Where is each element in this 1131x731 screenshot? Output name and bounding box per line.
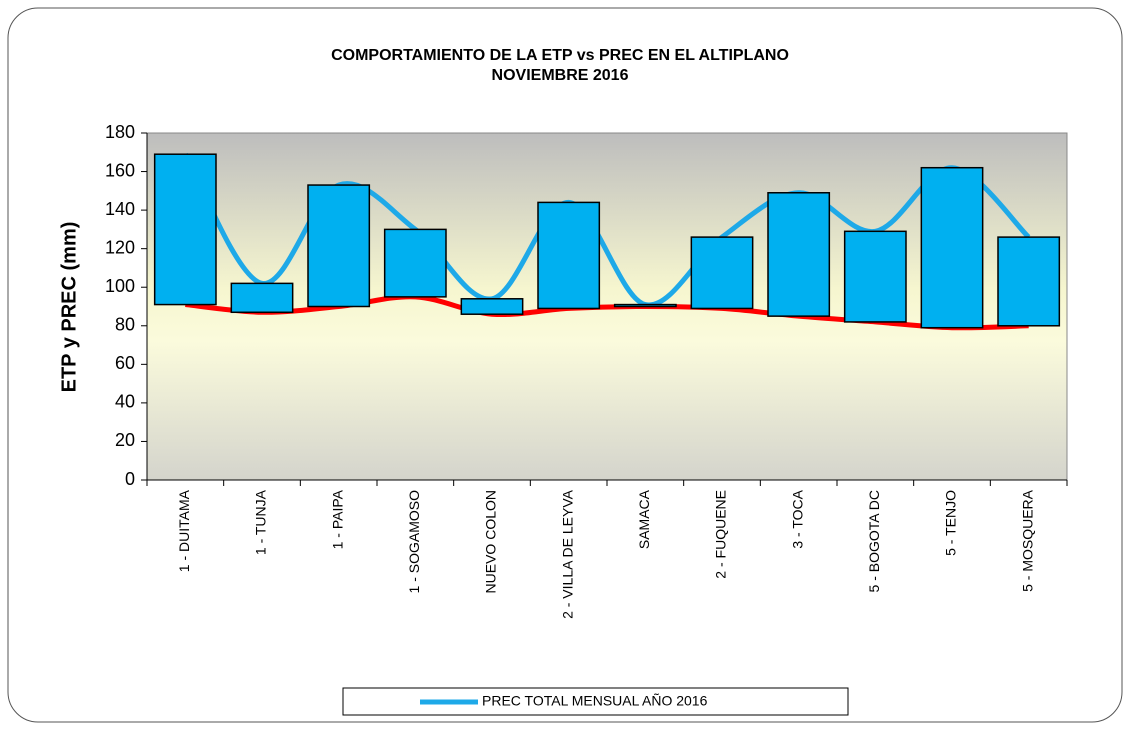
legend-label: PREC TOTAL MENSUAL AÑO 2016 (482, 693, 708, 709)
x-tick-label: 1 - TUNJA (253, 489, 269, 555)
up-down-bar (153, 153, 217, 306)
up-down-bar (537, 201, 601, 310)
x-tick-label: 5 - BOGOTA DC (866, 490, 882, 592)
chart-title: COMPORTAMIENTO DE LA ETP vs PREC EN EL A… (331, 47, 789, 64)
x-tick-label: 1 - PAIPA (329, 489, 345, 549)
up-down-bar (383, 228, 447, 298)
x-tick-label: 1 - SOGAMOSO (406, 490, 422, 594)
y-tick-label: 140 (105, 199, 135, 219)
y-tick-label: 180 (105, 122, 135, 142)
y-tick-label: 0 (125, 469, 135, 489)
x-tick-label: 5 - TENJO (943, 490, 959, 556)
up-down-bar (767, 192, 831, 317)
y-tick-label: 20 (115, 430, 135, 450)
x-tick-label: 3 - TOCA (789, 489, 805, 548)
chart-subtitle: NOVIEMBRE 2016 (492, 67, 629, 84)
y-tick-label: 80 (115, 315, 135, 335)
up-down-bar (997, 236, 1061, 327)
up-down-bar (920, 166, 984, 329)
y-axis-label: ETP y PREC (mm) (58, 222, 80, 393)
up-down-bar (460, 298, 524, 315)
x-tick-label: NUEVO COLON (483, 490, 499, 593)
up-down-bar (690, 236, 754, 310)
y-tick-label: 40 (115, 392, 135, 412)
up-down-bar (307, 184, 371, 308)
up-down-bar (613, 303, 677, 308)
y-tick-label: 160 (105, 160, 135, 180)
x-tick-label: 1 - DUITAMA (176, 489, 192, 572)
up-down-bar (843, 230, 907, 323)
up-down-bar (230, 282, 294, 314)
y-tick-label: 100 (105, 276, 135, 296)
x-tick-label: 2 - FUQUENE (713, 490, 729, 579)
x-tick-label: SAMACA (636, 489, 652, 549)
y-tick-label: 120 (105, 237, 135, 257)
y-tick-label: 60 (115, 353, 135, 373)
x-tick-label: 5 - MOSQUERA (1019, 489, 1035, 592)
x-tick-label: 2 - VILLA DE LEYVA (559, 489, 575, 619)
